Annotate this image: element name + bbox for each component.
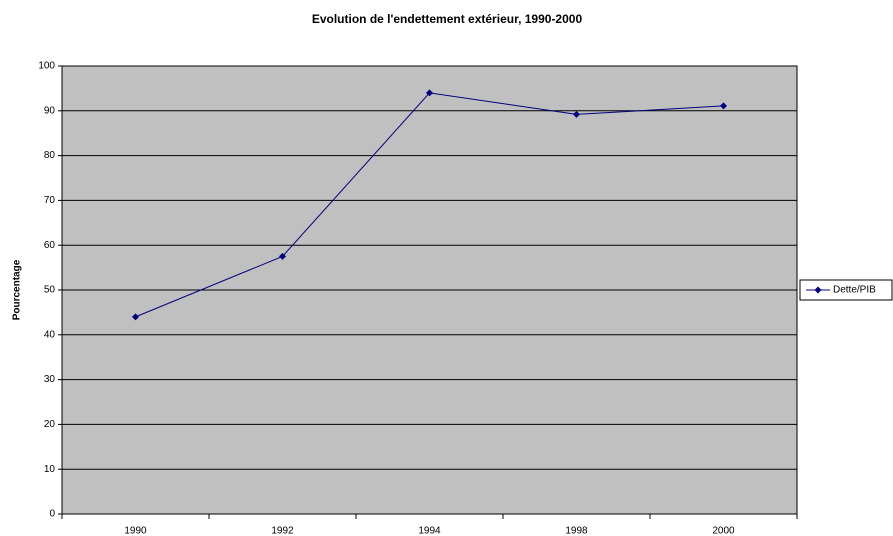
marker xyxy=(426,89,433,97)
y-tick-label: 50 xyxy=(44,285,56,296)
y-tick-label: 70 xyxy=(44,195,56,206)
x-tick-label: 1990 xyxy=(124,526,147,536)
marker xyxy=(720,102,727,110)
y-tick-label: 0 xyxy=(49,509,55,520)
x-tick-label: 1998 xyxy=(565,526,588,536)
chart-title: Evolution de l'endettement extérieur, 19… xyxy=(312,12,583,26)
legend-marker xyxy=(814,286,822,294)
y-tick-label: 40 xyxy=(44,329,56,340)
marker xyxy=(132,313,139,321)
y-tick-label: 90 xyxy=(44,105,56,116)
marker xyxy=(573,110,580,118)
x-tick-label: 2000 xyxy=(712,526,735,536)
legend-box xyxy=(799,279,893,301)
y-tick-label: 30 xyxy=(44,374,56,385)
y-tick-label: 80 xyxy=(44,150,56,161)
legend-label: Dette/PIB xyxy=(833,285,876,296)
y-tick-label: 60 xyxy=(44,240,56,251)
plot-border xyxy=(61,65,798,515)
marker xyxy=(279,252,286,260)
x-tick-label: 1994 xyxy=(418,526,441,536)
y-tick-label: 100 xyxy=(38,61,55,72)
y-tick-label: 10 xyxy=(44,464,56,475)
y-axis-title: Pourcentage xyxy=(12,259,23,320)
y-tick-label: 20 xyxy=(44,419,56,430)
x-tick-label: 1992 xyxy=(271,526,294,536)
